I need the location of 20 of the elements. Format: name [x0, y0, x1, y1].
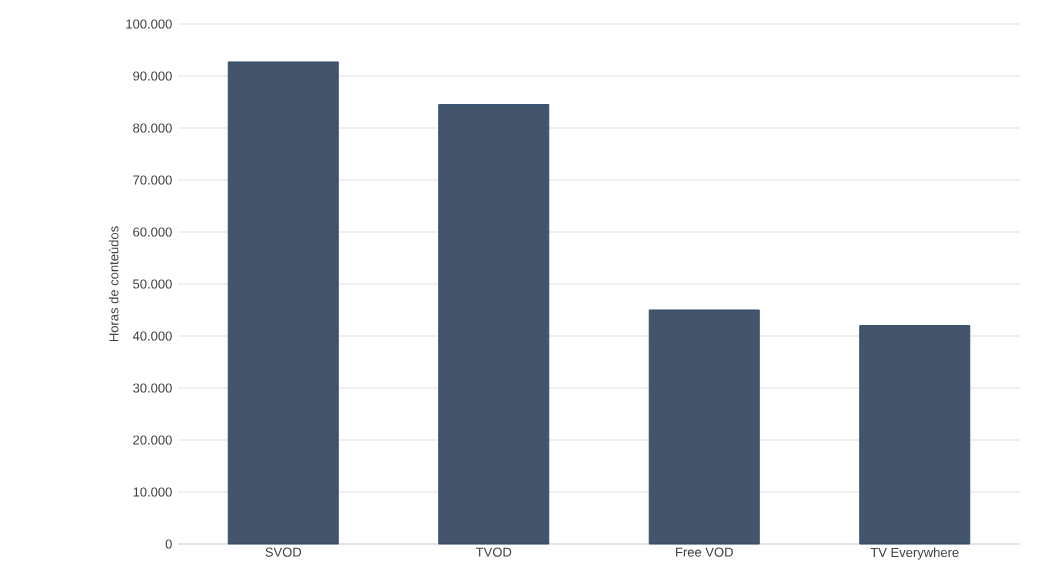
- bar: [648, 309, 760, 545]
- x-tick-label: SVOD: [265, 547, 302, 557]
- y-tick-label: 90.000: [133, 71, 172, 81]
- y-tick-label: 20.000: [133, 435, 172, 445]
- y-tick-label: 60.000: [133, 227, 172, 237]
- y-tick-label: 80.000: [133, 123, 172, 133]
- bar: [227, 61, 339, 545]
- y-tick-label: 30.000: [133, 383, 172, 393]
- y-tick-label: 40.000: [132, 331, 172, 341]
- bar: [438, 104, 550, 545]
- x-tick-label: Free VOD: [676, 547, 733, 557]
- x-tick-label: TV Everywhere: [870, 547, 959, 560]
- y-axis-title: Horas de conteúdos: [108, 226, 119, 342]
- y-tick-label: 10.000: [133, 487, 172, 497]
- y-tick-label: 100.000: [126, 19, 172, 29]
- x-tick-label: TVOD: [476, 547, 512, 557]
- bar: [859, 325, 971, 545]
- y-tick-label: 70.000: [133, 175, 172, 185]
- y-tick-label: 50.000: [133, 279, 172, 289]
- y-tick-label: 0: [165, 539, 172, 549]
